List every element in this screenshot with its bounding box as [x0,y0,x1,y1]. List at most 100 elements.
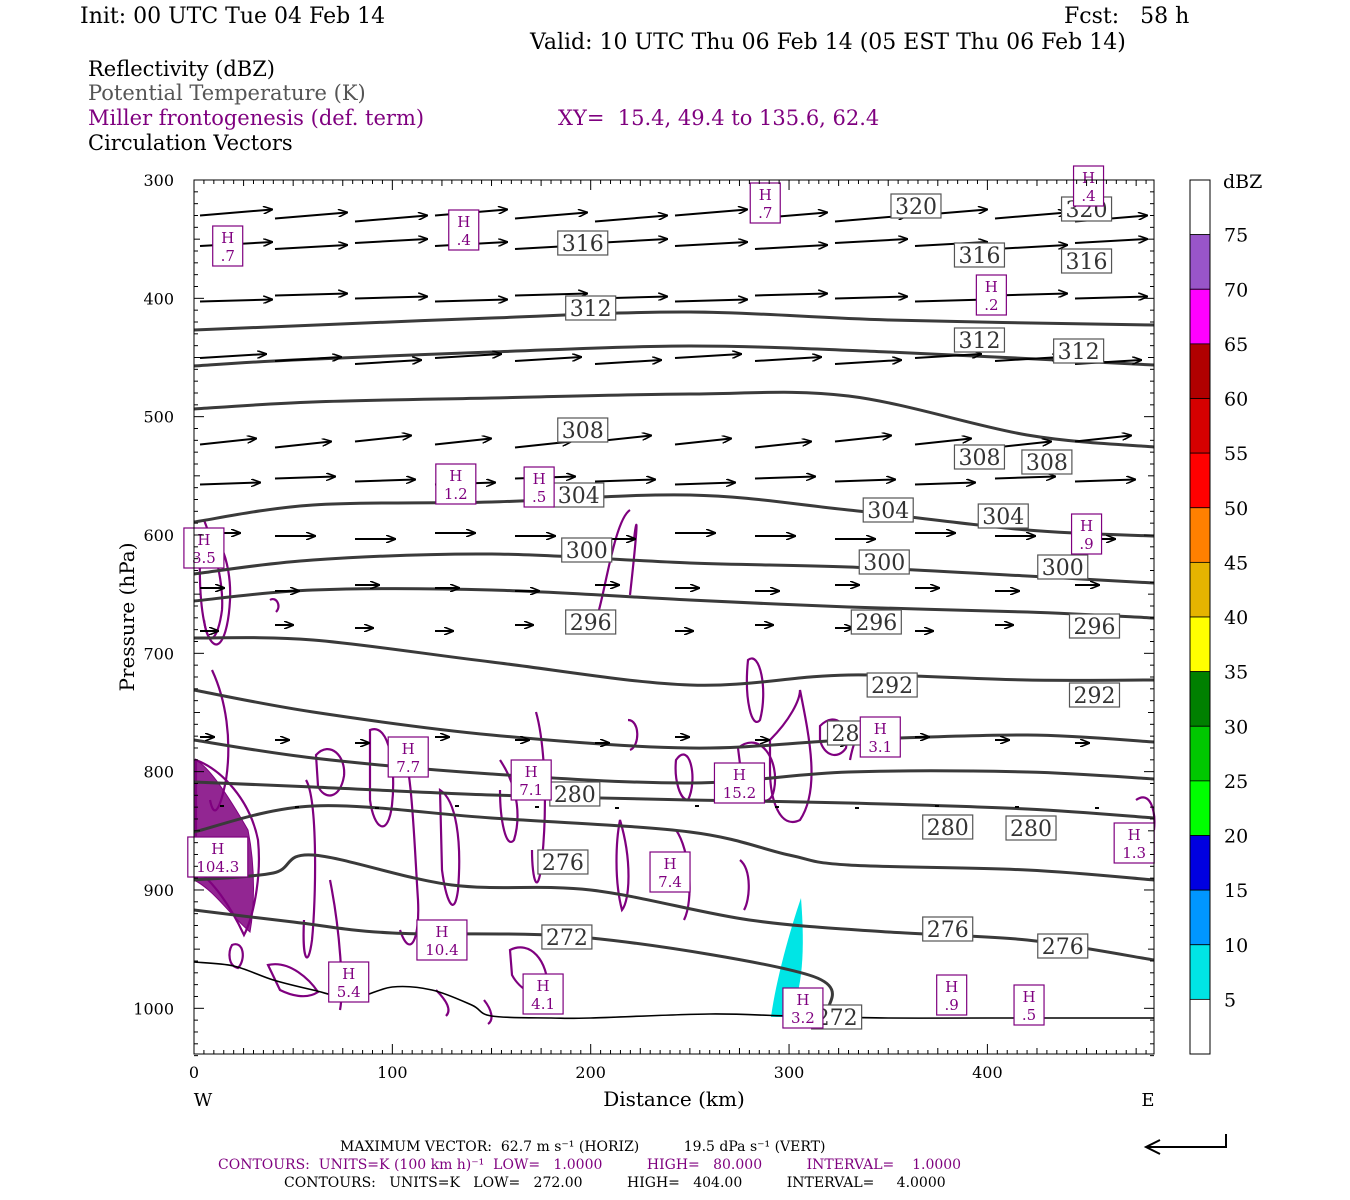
max-vector-text: MAXIMUM VECTOR: 62.7 m s⁻¹ (HORIZ) 19.5 … [340,1139,826,1155]
frontogenesis-max-value: 1.2 [444,485,468,503]
frontogenesis-max-box [328,961,370,1003]
frontogenesis-max-box [936,974,968,1016]
circulation-vector [199,210,272,217]
colorbar-segment [1189,889,1211,946]
circulation-vector [914,300,987,302]
theta-label: 312 [570,297,612,322]
x-end-label-west: W [194,1090,213,1111]
frontogenesis-contour [368,728,395,828]
contours-frontogenesis-text: CONTOURS: UNITS=K (100 km h)⁻¹ LOW= 1.00… [218,1157,962,1173]
frontogenesis-max-value: 15.2 [723,784,756,802]
frontogenesis-max-h: H [663,855,676,873]
frontogenesis-max-box [510,759,552,801]
circulation-vector [674,439,731,446]
theta-label: 296 [570,611,612,636]
frontogenesis-max-h: H [533,470,546,488]
theta-label-box [541,924,593,950]
frontogenesis-max-h: H [1080,517,1093,535]
theta-contour-276 [193,853,1155,962]
circulation-vector [994,213,1067,220]
frontogenesis-contour [615,819,630,913]
frontogenesis-max-value: 10.4 [425,941,458,959]
circulation-vector [834,360,901,365]
x-tick-label: 400 [972,1063,1003,1082]
circulation-vector [514,357,581,362]
circulation-vector [199,483,260,485]
theta-label-box [1068,613,1121,639]
colorbar-segment [1189,561,1211,618]
colorbar-segment [1189,725,1211,782]
colorbar-level-label: 30 [1224,716,1248,738]
theta-label-box [866,672,918,698]
frontogenesis-max-h: H [874,720,887,738]
theta-label: 276 [542,851,584,876]
circulation-vector [514,213,587,220]
theta-label-box [549,781,601,807]
y-tick-label: 500 [143,408,174,427]
frontogenesis-max-box [435,463,477,505]
colorbar-level-label: 55 [1224,443,1248,465]
theta-label-box [953,327,1006,353]
frontogenesis-max-h: H [211,840,224,858]
circulation-vector [354,436,411,443]
frontogenesis-max-h: H [537,977,550,995]
frontogenesis-max-box [1070,513,1103,555]
circulation-vector [274,357,341,362]
theta-contour-288 [193,738,1155,785]
frontogenesis-contour [768,689,813,823]
circulation-vector [434,439,491,446]
circulation-vector [994,245,1067,250]
circulation-vector [674,242,747,247]
theta-label: 300 [863,551,905,576]
frontogenesis-contour [739,859,750,911]
theta-label-box [977,503,1029,529]
circulation-vector [754,294,827,296]
frontogenesis-max-value: 4.1 [531,995,555,1013]
circulation-vector [674,210,747,217]
frontogenesis-max-box [713,762,766,804]
circulation-vector [994,294,1067,296]
frontogenesis-max-h: H [457,213,470,231]
theta-contour-292 [193,688,1155,750]
circulation-vector [594,360,661,365]
frontogenesis-max-h: H [402,740,415,758]
circulation-vector [914,354,981,359]
frontogenesis-max-box [975,274,1007,316]
colorbar-level-label: 10 [1224,935,1248,957]
y-tick-label: 900 [143,881,174,900]
circulation-vector [199,300,272,302]
frontogenesis-max-box [1113,822,1155,864]
circulation-vector [754,357,821,362]
frontogenesis-contour [628,523,638,596]
frontogenesis-max-h: H [1128,826,1141,844]
theta-label: 292 [871,674,913,699]
theta-contour-304 [193,552,1155,585]
frontogenesis-max-value: .5 [1022,1006,1036,1024]
frontogenesis-max-value: .7 [221,247,235,265]
frontogenesis-max-value: 3.1 [868,738,892,756]
circulation-vector [834,239,907,244]
theta-contour-308 [193,493,1155,538]
frontogenesis-max-h: H [796,991,809,1009]
theta-label: 304 [867,499,909,524]
theta-label-box [565,609,617,635]
theta-contour-284 [193,780,1155,820]
theta-label: 280 [554,783,596,808]
legend-theta: Potential Temperature (K) [88,81,366,105]
frontogenesis-max-box [212,225,244,267]
theta-label-box [922,916,974,942]
circulation-vector [674,483,735,485]
init-time: Init: 00 UTC Tue 04 Feb 14 [80,4,386,29]
circulation-vector [274,294,347,296]
frontogenesis-contour [228,943,244,970]
theta-label: 308 [958,446,1000,471]
colorbar-level-label: 65 [1224,334,1248,356]
colorbar-segment [1189,671,1211,727]
theta-contour-316 [193,344,1155,368]
legend-frontogenesis: Miller frontogenesis (def. term) [88,106,425,130]
theta-label: 300 [1042,556,1084,581]
frontogenesis-max-h: H [449,467,462,485]
colorbar-segment [1189,835,1211,891]
theta-label-box [1053,338,1105,364]
frontogenesis-max-h: H [197,531,210,549]
